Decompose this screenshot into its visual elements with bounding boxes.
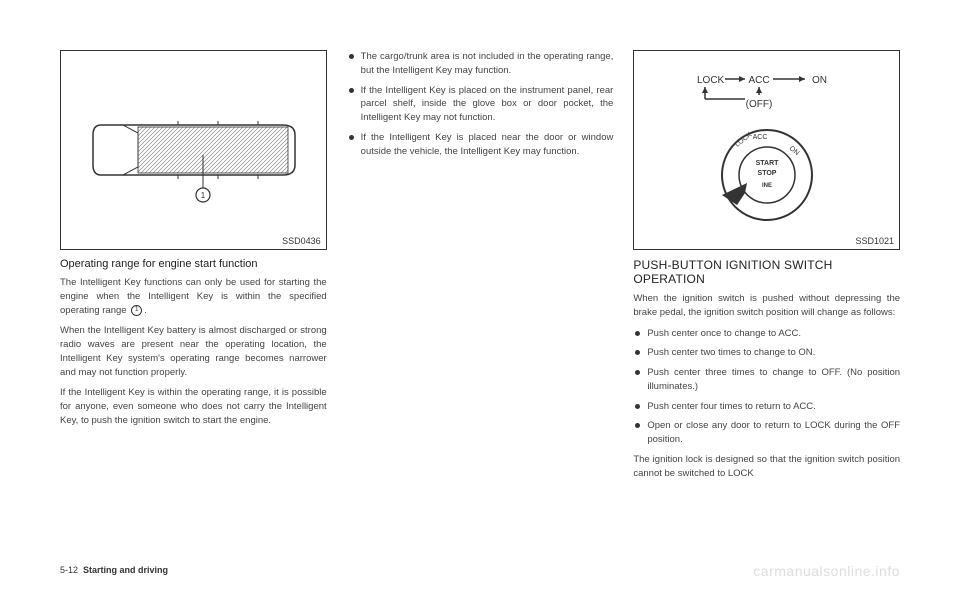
list-item: Push center four times to return to ACC. bbox=[633, 400, 900, 414]
vehicle-top-view-icon: 1 bbox=[83, 95, 303, 205]
column-1: 1 SSD0436 Operating range for engine sta… bbox=[60, 50, 327, 540]
svg-text:START: START bbox=[755, 160, 779, 167]
heading-push-button: PUSH-BUTTON IGNITION SWITCH OPERATION bbox=[633, 258, 900, 286]
list-item: Push center three times to change to OFF… bbox=[633, 366, 900, 394]
section-title: Starting and driving bbox=[83, 565, 168, 575]
flow-lock: LOCK bbox=[697, 75, 725, 86]
column-3: LOCK ACC ON (OFF) bbox=[633, 50, 900, 540]
text: The Intelligent Key functions can only b… bbox=[60, 277, 327, 316]
watermark: carmanualsonline.info bbox=[753, 563, 900, 579]
flow-off: (OFF) bbox=[745, 99, 772, 110]
list-item: The cargo/trunk area is not included in … bbox=[347, 50, 614, 78]
page-footer: 5-12 Starting and driving bbox=[60, 565, 168, 575]
ignition-diagram-icon: LOCK ACC ON (OFF) bbox=[667, 65, 867, 235]
figure-id-label: SSD0436 bbox=[282, 236, 321, 246]
svg-text:ON: ON bbox=[787, 145, 800, 157]
text: . bbox=[144, 305, 147, 316]
list-item: Push center once to change to ACC. bbox=[633, 327, 900, 341]
flow-acc: ACC bbox=[748, 75, 769, 86]
paragraph: The ignition lock is designed so that th… bbox=[633, 453, 900, 481]
figure-id-label: SSD1021 bbox=[855, 236, 894, 246]
paragraph: When the Intelligent Key battery is almo… bbox=[60, 324, 327, 379]
bullet-list: Push center once to change to ACC. Push … bbox=[633, 327, 900, 453]
list-item: Open or close any door to return to LOCK… bbox=[633, 419, 900, 447]
svg-text:INE: INE bbox=[762, 183, 772, 189]
list-item: Push center two times to change to ON. bbox=[633, 346, 900, 360]
svg-text:STOP: STOP bbox=[757, 170, 776, 177]
paragraph: The Intelligent Key functions can only b… bbox=[60, 276, 327, 317]
bullet-list: The cargo/trunk area is not included in … bbox=[347, 50, 614, 164]
subheading-operating-range: Operating range for engine start functio… bbox=[60, 258, 327, 270]
page-number: 5-12 bbox=[60, 565, 78, 575]
paragraph: When the ignition switch is pushed witho… bbox=[633, 292, 900, 320]
column-2: The cargo/trunk area is not included in … bbox=[347, 50, 614, 540]
paragraph: If the Intelligent Key is within the ope… bbox=[60, 386, 327, 427]
flow-on: ON bbox=[812, 75, 827, 86]
svg-text:1: 1 bbox=[201, 191, 206, 200]
figure-ignition-switch: LOCK ACC ON (OFF) bbox=[633, 50, 900, 250]
callout-1-icon: 1 bbox=[131, 305, 142, 316]
figure-vehicle-range: 1 SSD0436 bbox=[60, 50, 327, 250]
svg-text:ACC: ACC bbox=[752, 134, 767, 141]
page-columns: 1 SSD0436 Operating range for engine sta… bbox=[60, 50, 900, 540]
list-item: If the Intelligent Key is placed on the … bbox=[347, 84, 614, 125]
svg-text:LOCK: LOCK bbox=[734, 131, 754, 148]
list-item: If the Intelligent Key is placed near th… bbox=[347, 131, 614, 159]
